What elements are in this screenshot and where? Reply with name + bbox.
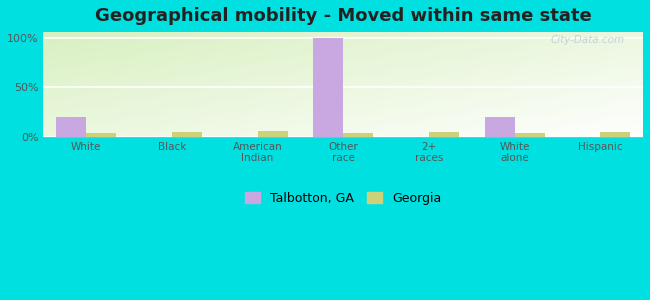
Bar xyxy=(313,38,343,137)
Bar xyxy=(485,117,515,137)
Bar xyxy=(515,133,545,137)
Bar xyxy=(257,131,287,137)
Bar xyxy=(57,117,86,137)
Legend: Talbotton, GA, Georgia: Talbotton, GA, Georgia xyxy=(240,187,446,210)
Bar xyxy=(343,133,373,137)
Title: Geographical mobility - Moved within same state: Geographical mobility - Moved within sam… xyxy=(95,7,592,25)
Bar xyxy=(172,132,202,137)
Text: City-Data.com: City-Data.com xyxy=(551,35,625,45)
Bar xyxy=(429,132,459,137)
Bar xyxy=(600,132,630,137)
Bar xyxy=(86,133,116,137)
